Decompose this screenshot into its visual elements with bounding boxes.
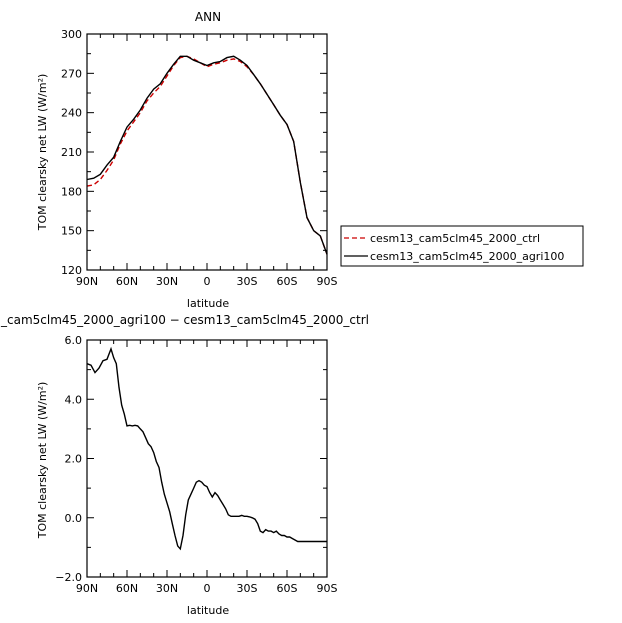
- top-series-line-0: [86, 55, 328, 255]
- bottom-y-tick-label: 2.0: [65, 453, 83, 466]
- bottom-plot-frame: [86, 339, 328, 578]
- bottom-x-tick-label: 60N: [116, 582, 138, 595]
- top-y-tick-label: 180: [61, 185, 82, 198]
- bottom-x-tick-label: 0: [204, 582, 211, 595]
- bottom-y-axis-label: TOM clearsky net LW (W/m²): [36, 382, 49, 540]
- bottom-y-tick-label: 4.0: [65, 393, 83, 406]
- bottom-y-tick-label: −2.0: [55, 571, 82, 584]
- top-plot-area: 90N 60N 30N 0 30S 60S 90S 120 150 180 210 240 270 300: [61, 28, 338, 288]
- bottom-y-tick-label: 6.0: [65, 334, 83, 347]
- top-series-line-1: [86, 55, 328, 255]
- bottom-y-tick-label: 0.0: [65, 512, 83, 525]
- top-y-tick-label: 210: [61, 146, 82, 159]
- legend-box: [340, 225, 584, 267]
- bottom-x-tick-label: 90N: [76, 582, 98, 595]
- top-y-tick-label: 120: [61, 264, 82, 277]
- top-x-axis-label: latitude: [187, 297, 229, 310]
- top-x-tick-label: 60S: [277, 275, 298, 288]
- bottom-x-tick-label: 90S: [317, 582, 338, 595]
- bottom-plot-area: 90N 60N 30N 0 30S 60S 90S −2.0 0.0 2.0 4.0 6.0: [55, 334, 337, 595]
- top-x-tick-label: 60N: [116, 275, 138, 288]
- bottom-x-axis-label: latitude: [187, 604, 229, 617]
- bottom-panel-title: _cam5clm45_2000_agri100 − cesm13_cam5clm…: [0, 313, 369, 327]
- legend: cesm13_cam5clm45_2000_ctrl cesm13_cam5cl…: [340, 225, 584, 267]
- top-panel-title: ANN: [195, 10, 221, 24]
- bottom-series-line-0: [86, 346, 327, 551]
- bottom-panel: _cam5clm45_2000_agri100 − cesm13_cam5clm…: [0, 313, 369, 617]
- legend-label-ctrl: cesm13_cam5clm45_2000_ctrl: [370, 232, 540, 245]
- top-x-tick-label: 30N: [156, 275, 178, 288]
- bottom-x-tick-label: 60S: [277, 582, 298, 595]
- top-panel: ANN 90N 60N 30N 0 30S 60S 90S 120 150 180 210 240 27…: [36, 10, 338, 310]
- bottom-x-tick-label: 30S: [237, 582, 258, 595]
- top-x-tick-label: 30S: [237, 275, 258, 288]
- bottom-x-tick-label: 30N: [156, 582, 178, 595]
- top-y-tick-label: 240: [61, 107, 82, 120]
- top-plot-frame: [86, 33, 328, 271]
- top-y-tick-label: 150: [61, 225, 82, 238]
- top-x-tick-label: 0: [204, 275, 211, 288]
- legend-label-agri100: cesm13_cam5clm45_2000_agri100: [370, 250, 564, 263]
- top-y-tick-label: 270: [61, 67, 82, 80]
- top-x-tick-label: 90S: [317, 275, 338, 288]
- top-x-tick-label: 90N: [76, 275, 98, 288]
- top-y-tick-label: 300: [61, 28, 82, 41]
- top-y-axis-label: TOM clearsky net LW (W/m²): [36, 74, 49, 232]
